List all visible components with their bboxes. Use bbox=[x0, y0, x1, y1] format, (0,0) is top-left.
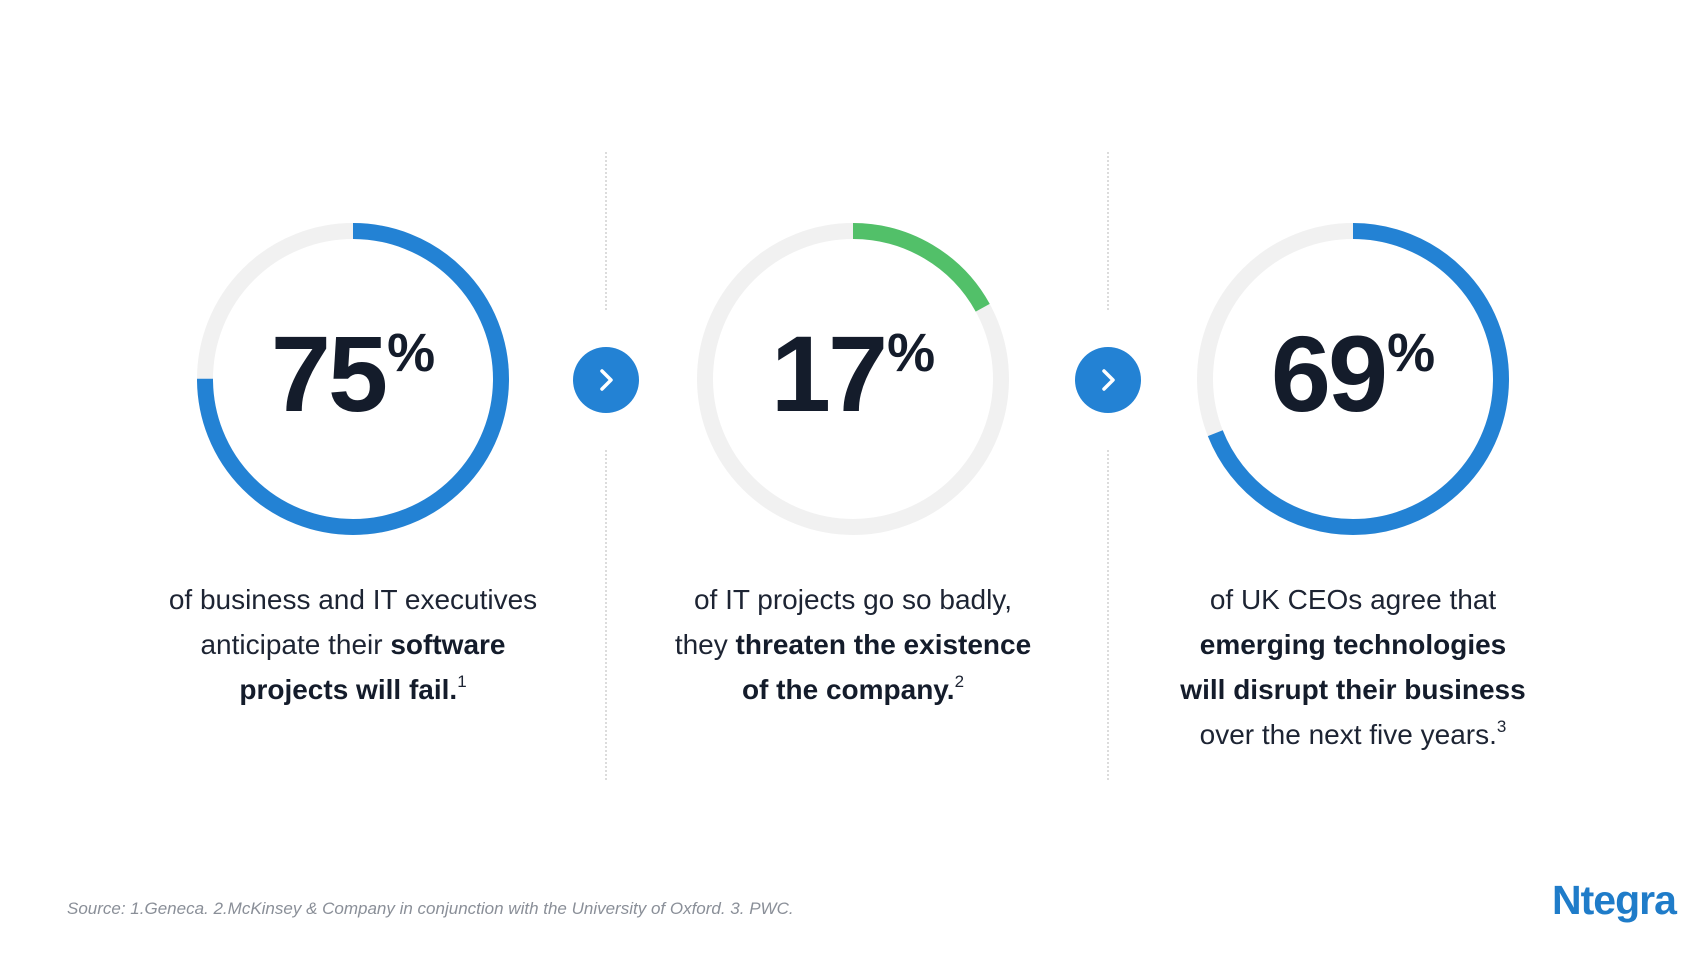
stat-caption-1: of business and IT executives anticipate… bbox=[103, 577, 603, 712]
footnote-marker: 2 bbox=[954, 671, 965, 691]
progress-ring-svg-2 bbox=[697, 223, 1009, 535]
stat-unit-3: % bbox=[1387, 323, 1436, 383]
caption-line: emerging technologies bbox=[1103, 622, 1603, 667]
stat-caption-3: of UK CEOs agree that emerging technolog… bbox=[1103, 577, 1603, 757]
stat-unit-2: % bbox=[887, 323, 936, 383]
ring-progress-2 bbox=[697, 223, 1009, 535]
caption-line: of IT projects go so badly, bbox=[693, 584, 1013, 615]
divider-2-top bbox=[1107, 152, 1109, 310]
source-citation: Source: 1.Geneca. 2.McKinsey & Company i… bbox=[67, 899, 794, 918]
caption-line: of UK CEOs agree that bbox=[1209, 584, 1497, 615]
divider-1-top bbox=[605, 152, 607, 310]
stat-value-2: 17% bbox=[603, 320, 1103, 428]
ntegra-logo: Ntegra bbox=[1552, 877, 1677, 923]
stat-value-1: 75% bbox=[103, 320, 603, 428]
stat-caption-2: of IT projects go so badly, they threate… bbox=[603, 577, 1103, 712]
next-arrow-button-2[interactable] bbox=[1075, 347, 1141, 413]
progress-ring-svg-1 bbox=[197, 223, 509, 535]
stat-number-2: 17 bbox=[770, 313, 888, 434]
stat-unit-1: % bbox=[387, 323, 436, 383]
stat-value-3: 69% bbox=[1103, 320, 1603, 428]
caption-line: projects will fail.1 bbox=[103, 667, 603, 712]
next-arrow-button-1[interactable] bbox=[573, 347, 639, 413]
caption-emphasis: software bbox=[390, 629, 506, 660]
progress-ring-svg-3 bbox=[1197, 223, 1509, 535]
caption-text: they bbox=[674, 629, 736, 660]
caption-emphasis: will disrupt their business bbox=[1180, 674, 1526, 705]
divider-2-bottom bbox=[1107, 450, 1109, 780]
chevron-right-icon bbox=[600, 369, 613, 391]
caption-line: over the next five years.3 bbox=[1103, 712, 1603, 757]
caption-line: will disrupt their business bbox=[1103, 667, 1603, 712]
caption-line: they threaten the existence bbox=[603, 622, 1103, 667]
stat-card-1: 75% of business and IT executives antici… bbox=[103, 0, 603, 800]
caption-text: anticipate their bbox=[200, 629, 391, 660]
chevron-right-icon bbox=[1102, 369, 1115, 391]
footnote-marker: 3 bbox=[1496, 716, 1507, 736]
caption-line: anticipate their software bbox=[103, 622, 603, 667]
caption-emphasis: threaten the existence bbox=[735, 629, 1032, 660]
stat-card-2: 17% of IT projects go so badly, they thr… bbox=[603, 0, 1103, 800]
progress-ring-2 bbox=[697, 223, 1009, 535]
stat-number-1: 75 bbox=[270, 313, 388, 434]
caption-emphasis: of the company. bbox=[741, 674, 955, 705]
footnote-marker: 1 bbox=[457, 671, 467, 691]
caption-emphasis: projects will fail. bbox=[239, 674, 458, 705]
caption-emphasis: emerging technologies bbox=[1199, 629, 1507, 660]
divider-1-bottom bbox=[605, 450, 607, 780]
ring-progress-3 bbox=[1197, 223, 1509, 535]
progress-ring-3 bbox=[1197, 223, 1509, 535]
ring-progress-1 bbox=[197, 223, 509, 535]
stat-number-3: 69 bbox=[1270, 313, 1388, 434]
caption-line: of the company.2 bbox=[603, 667, 1103, 712]
progress-ring-1 bbox=[197, 223, 509, 535]
caption-text: over the next five years. bbox=[1199, 719, 1497, 750]
caption-line: of business and IT executives bbox=[168, 584, 538, 615]
stat-card-3: 69% of UK CEOs agree that emerging techn… bbox=[1103, 0, 1603, 800]
